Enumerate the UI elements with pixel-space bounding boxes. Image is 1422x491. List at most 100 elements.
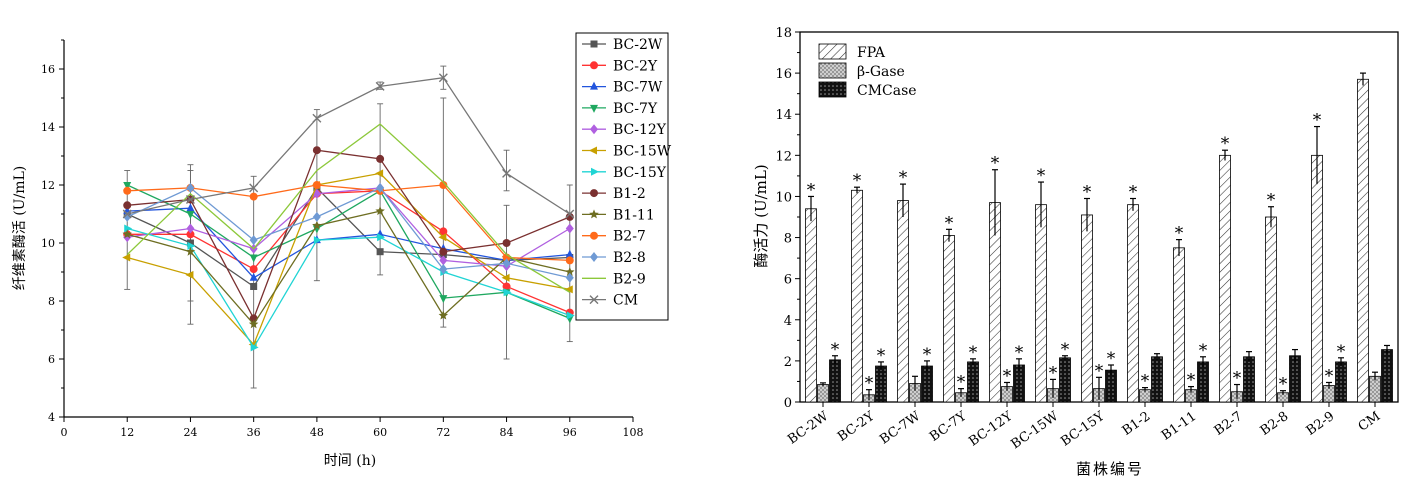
significance-star: * [877, 346, 886, 366]
legend-item: BC-15Y [582, 165, 667, 181]
series-cm [122, 73, 575, 219]
data-point [376, 248, 384, 256]
bar-gase [817, 384, 829, 403]
legend-marker [590, 189, 598, 198]
significance-star: * [807, 180, 816, 200]
legend-label: BC-2W [613, 37, 663, 53]
y-tick-label: 18 [775, 26, 792, 41]
significance-star: * [853, 171, 862, 191]
data-point [250, 343, 259, 352]
data-point [124, 224, 133, 233]
data-point [439, 295, 448, 304]
significance-star: * [865, 374, 874, 394]
legend-marker [590, 104, 598, 113]
y-axis-label: 酶活力 (U/mL) [752, 164, 770, 267]
legend-label: BC-15W [613, 144, 672, 160]
significance-star: * [957, 373, 966, 393]
y-tick-label: 4 [784, 314, 792, 329]
bar-cmcase [1197, 361, 1209, 403]
data-point [187, 241, 196, 250]
series-line [127, 187, 571, 267]
y-tick-label: 4 [48, 411, 55, 424]
series-line [127, 210, 570, 326]
bar-fpa [1127, 204, 1139, 403]
data-point [502, 168, 512, 178]
data-point [313, 236, 322, 245]
data-point [438, 73, 448, 83]
x-tick-label: BC-12Y [966, 409, 1015, 450]
x-tick-label: B2-8 [1258, 409, 1292, 439]
y-tick-label: 2 [784, 355, 792, 370]
significance-star: * [945, 213, 954, 233]
significance-star: * [923, 345, 932, 365]
data-point [312, 113, 322, 123]
legend-label: BC-12Y [613, 122, 667, 138]
data-point [565, 256, 574, 265]
category-group: ** [805, 180, 841, 403]
bar-cmcase [1335, 361, 1347, 403]
legend-label: CMCase [857, 83, 917, 99]
significance-star: * [1141, 372, 1150, 392]
significance-star: * [1325, 366, 1334, 386]
x-tick-label: 36 [247, 426, 261, 439]
legend-marker [590, 61, 598, 70]
legend-label: CM [613, 293, 638, 309]
significance-star: * [1233, 369, 1242, 389]
legend-item: CMCase [818, 81, 917, 99]
significance-star: * [1175, 224, 1184, 244]
legend-marker [590, 252, 598, 262]
x-tick-label: BC-2Y [835, 409, 878, 445]
data-point [565, 249, 574, 258]
category-group: *** [943, 213, 979, 403]
significance-star: * [1061, 340, 1070, 360]
data-point [565, 212, 574, 221]
bar-fpa [1311, 154, 1323, 403]
legend-item: B2-9 [582, 271, 646, 287]
data-point [564, 285, 573, 294]
data-point [122, 253, 131, 262]
data-point [186, 211, 195, 219]
data-point [376, 182, 385, 193]
significance-star: * [1279, 375, 1288, 395]
x-tick-label: 84 [500, 426, 514, 439]
legend-item: B2-8 [582, 250, 646, 266]
data-point [312, 146, 321, 155]
x-axis-label: 时间 (h) [324, 453, 376, 469]
data-point [123, 186, 132, 195]
significance-star: * [1313, 111, 1322, 131]
y-tick-label: 0 [784, 396, 792, 411]
significance-star: * [899, 168, 908, 188]
category-group: ** [1219, 134, 1255, 403]
series-line [126, 184, 571, 320]
significance-star: * [1337, 342, 1346, 362]
legend-box [575, 32, 669, 321]
y-tick-label: 10 [775, 190, 792, 205]
significance-star: * [1049, 363, 1058, 383]
series-line [127, 190, 571, 314]
bar-cmcase [875, 365, 887, 403]
data-point [248, 319, 259, 329]
data-point [123, 201, 132, 210]
significance-star: * [1199, 341, 1208, 361]
significance-star: * [991, 154, 1000, 174]
bar-cmcase [1151, 356, 1163, 403]
bar-fpa [1357, 78, 1369, 403]
data-point [503, 288, 512, 297]
bar-fpa [1081, 214, 1093, 403]
y-tick-label: 8 [784, 232, 792, 247]
data-point [122, 209, 132, 219]
data-point [186, 239, 194, 247]
data-point [439, 181, 448, 189]
legend-item: BC-12Y [582, 122, 667, 138]
legend-label: BC-2Y [613, 58, 658, 74]
significance-star: * [1083, 183, 1092, 203]
legend-marker [589, 295, 599, 305]
significance-star: * [1095, 361, 1104, 381]
legend-marker [590, 231, 598, 240]
x-tick-label: 0 [61, 426, 68, 439]
data-point [185, 270, 194, 279]
significance-star: * [1221, 134, 1230, 154]
data-point [439, 264, 448, 275]
category-group: *** [1081, 183, 1117, 403]
series-line [126, 186, 570, 288]
